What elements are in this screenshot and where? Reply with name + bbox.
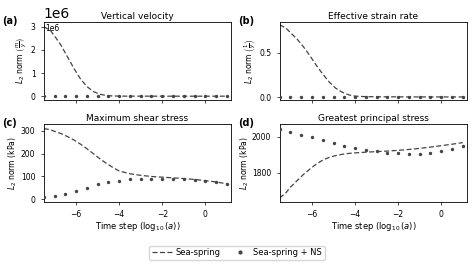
Point xyxy=(373,149,381,154)
Point xyxy=(383,150,391,155)
Title: Vertical velocity: Vertical velocity xyxy=(101,12,174,21)
Point xyxy=(427,151,434,155)
X-axis label: Time step $(\log_{10}(a))$: Time step $(\log_{10}(a))$ xyxy=(330,220,416,233)
Y-axis label: $L_2$ norm $\left(\frac{m}{y}\right)$: $L_2$ norm $\left(\frac{m}{y}\right)$ xyxy=(15,37,29,84)
Text: (c): (c) xyxy=(2,118,18,128)
Point xyxy=(276,127,283,131)
Point xyxy=(158,177,166,181)
Point xyxy=(169,94,177,98)
Point xyxy=(158,94,166,98)
Point xyxy=(62,94,69,98)
Point xyxy=(459,144,466,148)
Point xyxy=(169,177,177,181)
Point xyxy=(73,189,80,194)
Y-axis label: $L_2$ norm (kPa): $L_2$ norm (kPa) xyxy=(238,136,251,190)
Point xyxy=(148,177,155,181)
Point xyxy=(51,94,58,98)
Point xyxy=(94,94,101,98)
Point xyxy=(438,149,445,154)
Point xyxy=(319,95,327,99)
Point xyxy=(394,151,402,155)
Point xyxy=(448,147,456,151)
Point xyxy=(287,95,294,99)
Point xyxy=(459,95,466,99)
Point xyxy=(94,182,101,187)
Point xyxy=(383,95,391,99)
Point xyxy=(137,94,145,98)
Point xyxy=(115,94,123,98)
Point xyxy=(73,94,80,98)
Point xyxy=(223,94,231,98)
Point xyxy=(340,95,348,99)
Point xyxy=(223,182,231,186)
Point xyxy=(201,94,209,98)
Text: 1e6: 1e6 xyxy=(46,25,60,34)
X-axis label: Time step $(\log_{10}(a))$: Time step $(\log_{10}(a))$ xyxy=(95,220,180,233)
Point xyxy=(180,177,188,182)
Point xyxy=(416,95,423,99)
Point xyxy=(298,95,305,99)
Point xyxy=(308,135,316,139)
Text: (b): (b) xyxy=(238,16,255,26)
Point xyxy=(126,94,134,98)
Y-axis label: $L_2$ norm (kPa): $L_2$ norm (kPa) xyxy=(7,136,19,190)
Legend: Sea-spring, Sea-spring + NS: Sea-spring, Sea-spring + NS xyxy=(149,246,325,260)
Title: Greatest principal stress: Greatest principal stress xyxy=(318,114,429,123)
Point xyxy=(276,95,283,99)
Point xyxy=(405,95,413,99)
Title: Effective strain rate: Effective strain rate xyxy=(328,12,419,21)
Point xyxy=(105,94,112,98)
Point xyxy=(62,192,69,196)
Point xyxy=(308,95,316,99)
Point xyxy=(373,95,381,99)
Point xyxy=(212,180,220,184)
Point xyxy=(416,152,423,156)
Point xyxy=(115,178,123,183)
Point xyxy=(394,95,402,99)
Point xyxy=(191,178,198,182)
Point xyxy=(212,94,220,98)
Point xyxy=(340,144,348,148)
Point xyxy=(148,94,155,98)
Point xyxy=(427,95,434,99)
Point xyxy=(287,130,294,134)
Point xyxy=(137,177,145,181)
Y-axis label: $L_2$ norm $\left(\frac{1}{y}\right)$: $L_2$ norm $\left(\frac{1}{y}\right)$ xyxy=(242,38,258,84)
Point xyxy=(330,95,337,99)
Text: (a): (a) xyxy=(2,16,18,26)
Point xyxy=(191,94,198,98)
Point xyxy=(362,95,370,99)
Point xyxy=(40,195,47,199)
Point xyxy=(180,94,188,98)
Point xyxy=(83,94,91,98)
Point xyxy=(438,95,445,99)
Point xyxy=(51,194,58,198)
Point xyxy=(362,148,370,152)
Point xyxy=(40,94,47,98)
Point xyxy=(126,177,134,182)
Point xyxy=(319,138,327,142)
Point xyxy=(351,95,359,99)
Point xyxy=(351,146,359,150)
Text: (d): (d) xyxy=(238,118,255,128)
Point xyxy=(330,141,337,145)
Title: Maximum shear stress: Maximum shear stress xyxy=(86,114,189,123)
Point xyxy=(448,95,456,99)
Point xyxy=(201,179,209,183)
Point xyxy=(105,180,112,184)
Point xyxy=(83,186,91,190)
Point xyxy=(405,152,413,156)
Point xyxy=(298,133,305,137)
